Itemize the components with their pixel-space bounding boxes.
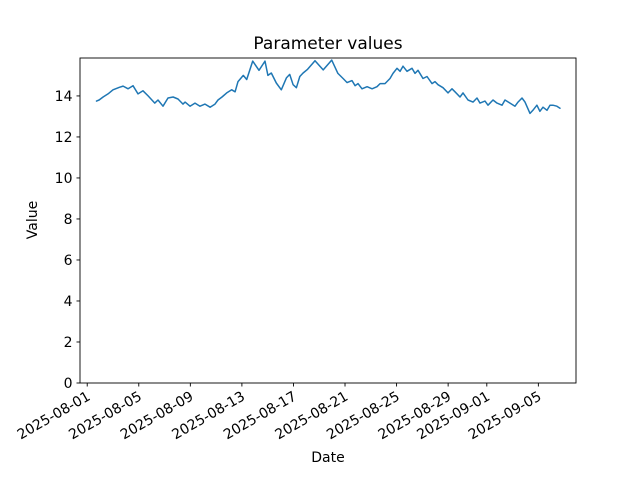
chart-title: Parameter values <box>253 34 402 54</box>
y-tick-label: 12 <box>55 130 73 146</box>
x-axis-label: Date <box>311 450 344 466</box>
y-axis-label: Value <box>25 201 41 239</box>
y-tick-label: 8 <box>64 212 73 228</box>
data-line-parameter-values <box>95 59 561 115</box>
plot-border <box>79 57 577 384</box>
y-tick-label: 0 <box>64 376 73 392</box>
y-tick-label: 10 <box>55 171 73 187</box>
y-tick-label: 4 <box>64 294 73 310</box>
plot-area: 2025-08-012025-08-052025-08-092025-08-13… <box>15 57 577 443</box>
y-tick-label: 14 <box>55 89 73 105</box>
y-tick-label: 2 <box>64 335 73 351</box>
y-tick-label: 6 <box>64 253 73 269</box>
